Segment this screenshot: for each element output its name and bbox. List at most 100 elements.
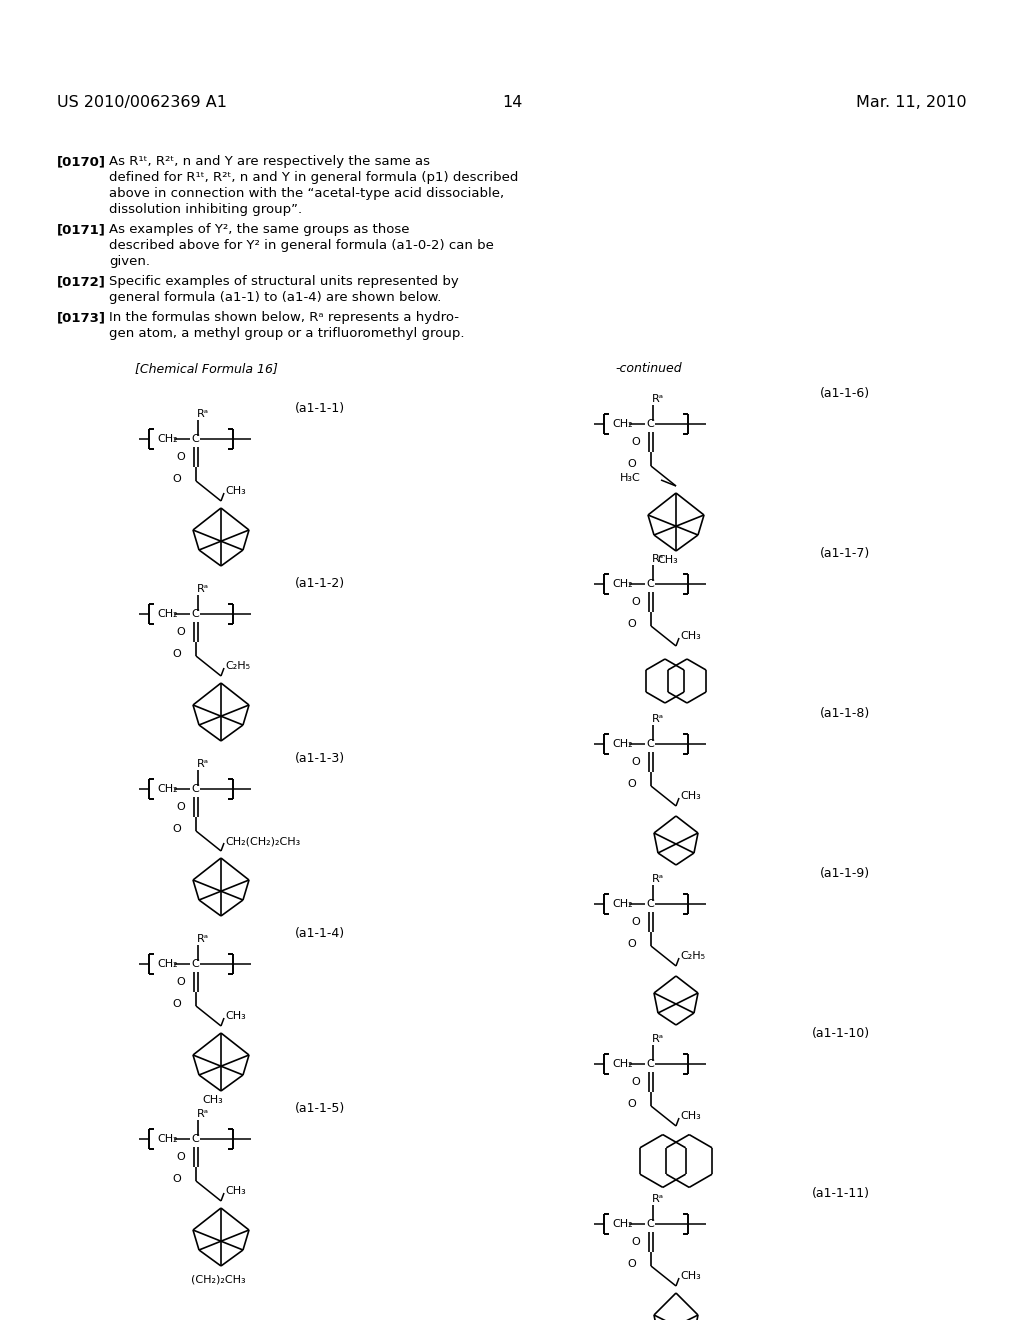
Text: CH₃: CH₃ [225,1185,246,1196]
Text: CH₂: CH₂ [612,579,633,589]
Text: CH₂: CH₂ [157,784,177,795]
Text: In the formulas shown below, Rᵃ represents a hydro-: In the formulas shown below, Rᵃ represen… [109,312,459,323]
Text: O: O [632,917,640,927]
Text: CH₃: CH₃ [225,486,246,496]
Text: general formula (a1-1) to (a1-4) are shown below.: general formula (a1-1) to (a1-4) are sho… [109,290,441,304]
Text: O: O [632,597,640,607]
Text: CH₂: CH₂ [157,960,177,969]
Text: Rᵃ: Rᵃ [197,935,209,944]
Text: C: C [646,1059,654,1069]
Text: C₂H₅: C₂H₅ [225,661,250,671]
Text: (a1-1-10): (a1-1-10) [812,1027,870,1040]
Text: CH₃: CH₃ [225,1011,246,1020]
Text: Rᵃ: Rᵃ [652,393,665,404]
Text: (a1-1-2): (a1-1-2) [295,577,345,590]
Text: Rᵃ: Rᵃ [652,1034,665,1044]
Text: [0172]: [0172] [57,275,105,288]
Text: (a1-1-5): (a1-1-5) [295,1102,345,1115]
Text: CH₃: CH₃ [680,631,700,642]
Text: (a1-1-11): (a1-1-11) [812,1187,870,1200]
Text: O: O [628,459,636,469]
Text: CH₂: CH₂ [157,1134,177,1144]
Text: (CH₂)₂CH₃: (CH₂)₂CH₃ [191,1274,246,1284]
Text: C: C [191,609,199,619]
Text: CH₂: CH₂ [157,609,177,619]
Text: O: O [176,451,185,462]
Text: C₂H₅: C₂H₅ [680,950,705,961]
Text: (a1-1-4): (a1-1-4) [295,927,345,940]
Text: O: O [176,1152,185,1162]
Text: above in connection with the “acetal-type acid dissociable,: above in connection with the “acetal-typ… [109,187,504,201]
Text: (a1-1-7): (a1-1-7) [820,546,870,560]
Text: [0171]: [0171] [57,223,105,236]
Text: -continued: -continued [615,362,682,375]
Text: CH₂: CH₂ [612,739,633,748]
Text: C: C [646,418,654,429]
Text: O: O [172,824,181,834]
Text: C: C [646,579,654,589]
Text: CH₃: CH₃ [680,1111,700,1121]
Text: O: O [628,1100,636,1109]
Text: Rᵃ: Rᵃ [652,714,665,723]
Text: given.: given. [109,255,150,268]
Text: defined for R¹ᵗ, R²ᵗ, n and Y in general formula (p1) described: defined for R¹ᵗ, R²ᵗ, n and Y in general… [109,172,518,183]
Text: gen atom, a methyl group or a trifluoromethyl group.: gen atom, a methyl group or a trifluorom… [109,327,465,341]
Text: Rᵃ: Rᵃ [197,583,209,594]
Text: Rᵃ: Rᵃ [652,554,665,564]
Text: Rᵃ: Rᵃ [197,759,209,770]
Text: 14: 14 [502,95,522,110]
Text: C: C [191,1134,199,1144]
Text: O: O [628,1259,636,1269]
Text: As R¹ᵗ, R²ᵗ, n and Y are respectively the same as: As R¹ᵗ, R²ᵗ, n and Y are respectively th… [109,154,430,168]
Text: C: C [191,960,199,969]
Text: C: C [646,899,654,909]
Text: US 2010/0062369 A1: US 2010/0062369 A1 [57,95,227,110]
Text: O: O [632,756,640,767]
Text: described above for Y² in general formula (a1-0-2) can be: described above for Y² in general formul… [109,239,494,252]
Text: O: O [628,939,636,949]
Text: C: C [646,739,654,748]
Text: CH₃: CH₃ [680,1271,700,1280]
Text: Rᵃ: Rᵃ [197,409,209,418]
Text: C: C [191,784,199,795]
Text: CH₂: CH₂ [612,1059,633,1069]
Text: O: O [172,999,181,1008]
Text: H₃C: H₃C [621,473,641,483]
Text: O: O [176,627,185,638]
Text: Rᵃ: Rᵃ [652,874,665,884]
Text: CH₂: CH₂ [612,899,633,909]
Text: CH₂: CH₂ [157,434,177,444]
Text: O: O [176,803,185,812]
Text: (a1-1-1): (a1-1-1) [295,403,345,414]
Text: Rᵃ: Rᵃ [652,1195,665,1204]
Text: O: O [628,779,636,789]
Text: CH₃: CH₃ [657,554,678,565]
Text: [0173]: [0173] [57,312,106,323]
Text: O: O [628,619,636,630]
Text: [Chemical Formula 16]: [Chemical Formula 16] [135,362,278,375]
Text: O: O [632,1077,640,1086]
Text: (a1-1-6): (a1-1-6) [820,387,870,400]
Text: Specific examples of structural units represented by: Specific examples of structural units re… [109,275,459,288]
Text: CH₂(CH₂)₂CH₃: CH₂(CH₂)₂CH₃ [225,836,300,846]
Text: [0170]: [0170] [57,154,106,168]
Text: O: O [172,474,181,484]
Text: Rᵃ: Rᵃ [197,1109,209,1119]
Text: Mar. 11, 2010: Mar. 11, 2010 [856,95,967,110]
Text: CH₂: CH₂ [612,418,633,429]
Text: O: O [176,977,185,987]
Text: CH₂: CH₂ [612,1218,633,1229]
Text: C: C [646,1218,654,1229]
Text: (a1-1-9): (a1-1-9) [820,867,870,880]
Text: O: O [172,1173,181,1184]
Text: O: O [632,1237,640,1247]
Text: O: O [172,649,181,659]
Text: CH₃: CH₃ [203,1096,223,1105]
Text: CH₃: CH₃ [680,791,700,801]
Text: (a1-1-8): (a1-1-8) [820,708,870,719]
Text: (a1-1-3): (a1-1-3) [295,752,345,766]
Text: O: O [632,437,640,447]
Text: As examples of Y², the same groups as those: As examples of Y², the same groups as th… [109,223,410,236]
Text: dissolution inhibiting group”.: dissolution inhibiting group”. [109,203,302,216]
Text: C: C [191,434,199,444]
